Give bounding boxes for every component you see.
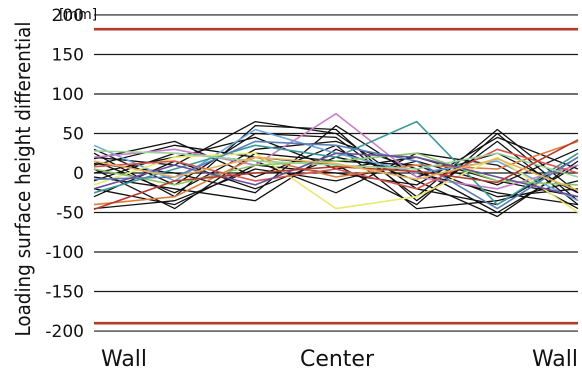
series-line bbox=[93, 140, 579, 206]
series-line bbox=[93, 152, 579, 186]
series-line bbox=[93, 148, 579, 218]
y-tick-labels: 200 150 100 50 0 -50 -100 -150 -200 bbox=[45, 6, 84, 342]
series-line bbox=[93, 112, 579, 190]
y-tick-label: -100 bbox=[45, 243, 84, 263]
x-tick-label: Wall bbox=[532, 347, 578, 372]
series-line bbox=[93, 148, 579, 190]
series-line bbox=[93, 152, 579, 198]
series-line bbox=[93, 150, 579, 178]
y-axis-title: Loading surface height differential bbox=[11, 22, 35, 337]
series-line bbox=[93, 136, 579, 206]
series-layer bbox=[93, 112, 579, 218]
y-tick-label: -50 bbox=[56, 204, 84, 224]
y-tick-label: 50 bbox=[62, 124, 84, 144]
y-tick-label: 200 bbox=[52, 6, 84, 26]
reference-lines bbox=[94, 27, 578, 325]
series-line bbox=[93, 148, 579, 210]
y-tick-label: 100 bbox=[52, 85, 84, 105]
y-axis-unit: [mm] bbox=[59, 7, 97, 23]
series-line bbox=[93, 152, 579, 214]
y-tick-label: -200 bbox=[45, 322, 84, 342]
x-tick-label: Center bbox=[300, 347, 375, 372]
x-tick-labels: Wall Center Wall bbox=[101, 347, 578, 372]
y-tick-label: -150 bbox=[45, 283, 84, 303]
series-line bbox=[93, 156, 579, 192]
y-tick-label: 150 bbox=[52, 45, 84, 65]
x-tick-label: Wall bbox=[101, 347, 147, 372]
series-line bbox=[93, 120, 579, 206]
y-tick-label: 0 bbox=[73, 164, 84, 184]
series-line bbox=[93, 140, 579, 214]
series-line bbox=[93, 139, 579, 211]
